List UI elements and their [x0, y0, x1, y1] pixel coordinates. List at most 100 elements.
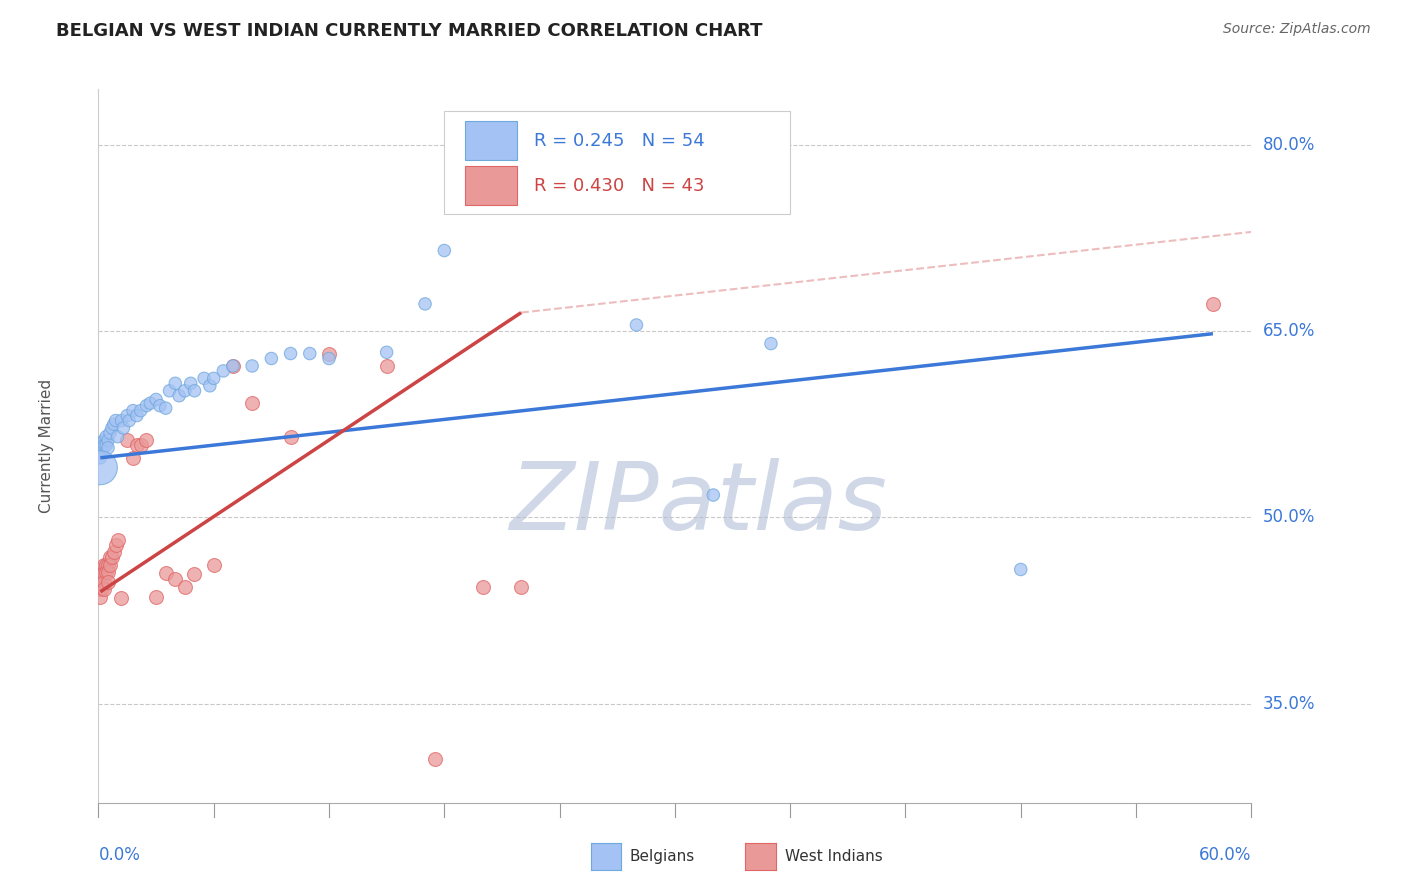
Point: [149, 399, 172, 413]
Point: [413, 297, 436, 311]
Point: [129, 403, 152, 417]
Point: [93, 438, 115, 452]
Point: [240, 396, 263, 410]
Point: [222, 359, 245, 373]
Text: R = 0.245   N = 54: R = 0.245 N = 54: [534, 132, 704, 150]
Point: [89, 582, 111, 597]
Text: 0.0%: 0.0%: [98, 846, 141, 863]
Point: [135, 399, 157, 413]
Point: [626, 318, 648, 332]
Point: [98, 425, 121, 440]
Point: [122, 450, 145, 465]
Text: R = 0.430   N = 43: R = 0.430 N = 43: [534, 177, 704, 194]
Point: [91, 438, 114, 452]
Point: [375, 359, 398, 373]
Point: [101, 550, 124, 565]
Point: [94, 558, 117, 572]
Point: [118, 413, 141, 427]
Text: 65.0%: 65.0%: [1263, 322, 1315, 340]
Point: [471, 194, 494, 208]
Point: [104, 538, 127, 552]
Text: ZIPatlas: ZIPatlas: [509, 458, 887, 549]
Point: [174, 384, 197, 398]
Point: [165, 376, 187, 391]
Text: BELGIAN VS WEST INDIAN CURRENTLY MARRIED CORRELATION CHART: BELGIAN VS WEST INDIAN CURRENTLY MARRIED…: [56, 22, 762, 40]
Point: [89, 436, 111, 450]
Point: [139, 396, 162, 410]
Point: [222, 359, 245, 373]
Point: [91, 446, 114, 460]
Point: [135, 434, 157, 448]
Point: [183, 567, 205, 582]
Point: [101, 421, 124, 435]
Text: 80.0%: 80.0%: [1263, 136, 1315, 154]
Point: [1010, 562, 1032, 576]
Point: [702, 488, 724, 502]
Point: [122, 403, 145, 417]
Point: [93, 558, 115, 572]
Point: [94, 430, 117, 444]
Point: [107, 430, 129, 444]
Point: [93, 434, 115, 448]
Point: [103, 417, 125, 432]
Point: [89, 566, 111, 581]
Point: [298, 346, 321, 360]
Point: [110, 591, 132, 605]
Point: [93, 566, 115, 581]
Point: [110, 413, 132, 427]
Point: [280, 430, 302, 444]
Point: [198, 379, 221, 393]
Point: [89, 460, 111, 475]
Point: [107, 533, 129, 547]
Point: [759, 336, 782, 351]
Point: [183, 384, 205, 398]
Point: [98, 558, 121, 572]
Point: [174, 580, 197, 594]
Point: [117, 434, 138, 448]
Point: [94, 438, 117, 452]
Point: [212, 364, 235, 378]
Point: [510, 580, 533, 594]
Point: [375, 345, 398, 359]
Point: [129, 438, 152, 452]
Point: [97, 434, 120, 448]
Point: [165, 573, 187, 587]
Point: [167, 389, 190, 403]
Text: Source: ZipAtlas.com: Source: ZipAtlas.com: [1223, 22, 1371, 37]
Point: [1202, 297, 1225, 311]
Point: [98, 550, 121, 565]
Text: 50.0%: 50.0%: [1263, 508, 1315, 526]
Point: [155, 401, 177, 416]
Point: [91, 573, 114, 587]
Point: [568, 128, 591, 142]
Point: [117, 409, 138, 423]
Point: [94, 565, 117, 579]
Point: [91, 562, 114, 576]
Point: [423, 752, 446, 766]
Point: [103, 545, 125, 559]
Point: [89, 574, 111, 589]
Point: [202, 371, 225, 385]
Point: [93, 582, 115, 597]
Point: [193, 371, 215, 385]
Point: [93, 574, 115, 589]
Point: [202, 558, 225, 572]
Point: [97, 441, 120, 455]
Point: [159, 384, 181, 398]
Text: Belgians: Belgians: [630, 849, 695, 863]
Text: 35.0%: 35.0%: [1263, 695, 1316, 713]
Point: [104, 413, 127, 427]
Point: [112, 421, 135, 435]
Bar: [465, 166, 517, 205]
Point: [260, 351, 283, 366]
Point: [91, 581, 114, 595]
Text: West Indians: West Indians: [785, 849, 883, 863]
Point: [318, 346, 340, 360]
Point: [89, 450, 111, 465]
Point: [155, 566, 177, 581]
Point: [145, 590, 167, 604]
Point: [280, 346, 302, 360]
Text: Currently Married: Currently Married: [39, 379, 53, 513]
Point: [433, 244, 456, 258]
Point: [471, 580, 494, 594]
